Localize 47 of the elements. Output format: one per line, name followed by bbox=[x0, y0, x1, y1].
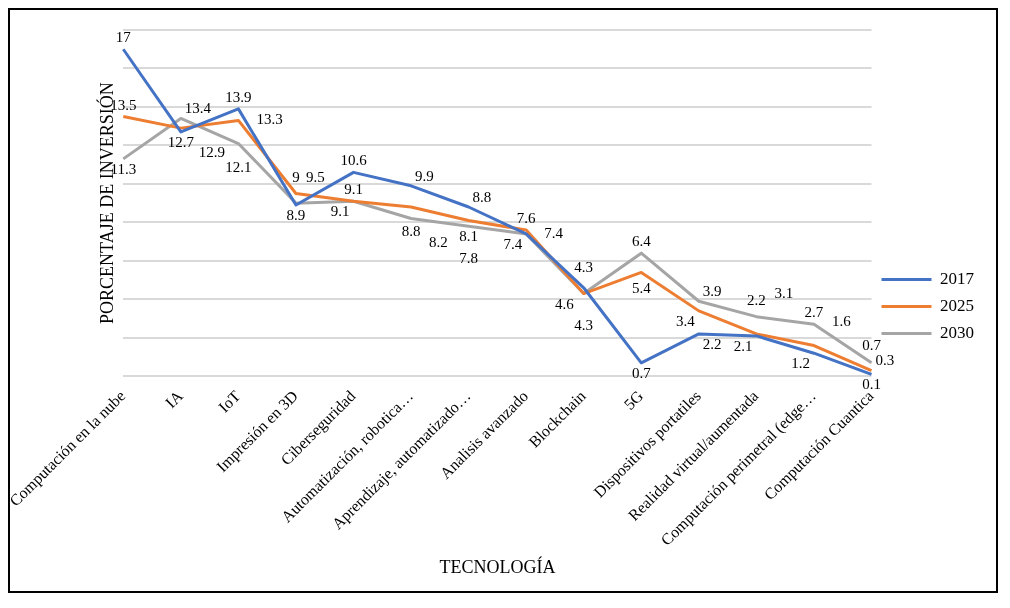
data-label: 9.9 bbox=[415, 167, 434, 184]
data-label: 8.2 bbox=[429, 234, 448, 251]
data-label: 12.1 bbox=[225, 159, 252, 176]
data-label: 8.1 bbox=[459, 228, 478, 245]
x-tick-label: IoT bbox=[215, 386, 244, 416]
x-axis-title: TECNOLOGÍA bbox=[439, 555, 556, 577]
data-label: 13.3 bbox=[256, 111, 283, 128]
data-label: 4.3 bbox=[574, 317, 594, 334]
legend-label: 2025 bbox=[940, 295, 974, 315]
data-label: 9 bbox=[292, 169, 300, 186]
data-label: 0.3 bbox=[875, 352, 895, 369]
data-label: 9.5 bbox=[305, 169, 325, 186]
data-label: 7.8 bbox=[459, 250, 478, 267]
data-label: 2.7 bbox=[804, 304, 824, 321]
data-label: 8.8 bbox=[472, 188, 492, 205]
data-label: 2.1 bbox=[733, 337, 753, 354]
data-label: 17 bbox=[115, 29, 132, 46]
data-label: 2.2 bbox=[747, 291, 766, 308]
data-label: 0.1 bbox=[862, 376, 881, 393]
data-label: 13.9 bbox=[225, 88, 252, 105]
data-label: 2.2 bbox=[702, 335, 722, 352]
data-label: 10.6 bbox=[340, 152, 368, 169]
data-label: 7.4 bbox=[544, 224, 564, 241]
data-label: 9.1 bbox=[344, 181, 363, 198]
data-label: 0.7 bbox=[631, 364, 652, 381]
data-label: 5.4 bbox=[631, 280, 652, 297]
x-tick-label: 5G bbox=[620, 386, 647, 413]
data-label: 1.6 bbox=[831, 313, 852, 330]
data-label: 12.9 bbox=[198, 144, 226, 161]
data-label: 3.1 bbox=[774, 284, 794, 301]
data-label: 4.6 bbox=[554, 295, 575, 312]
data-label: 8.8 bbox=[401, 222, 421, 239]
data-label: 1.2 bbox=[791, 355, 810, 372]
legend-label: 2030 bbox=[940, 322, 974, 342]
legend-label: 2017 bbox=[940, 268, 975, 288]
data-label: 9.1 bbox=[330, 203, 350, 220]
x-tick-label: IA bbox=[161, 386, 187, 412]
data-label: 12.7 bbox=[167, 133, 195, 150]
data-label: 7.6 bbox=[516, 210, 537, 227]
data-label: 4.3 bbox=[574, 259, 594, 276]
data-label: 7.4 bbox=[503, 235, 523, 252]
data-label: 8.9 bbox=[286, 207, 306, 223]
data-label: 3.4 bbox=[676, 312, 696, 329]
data-label: 13.4 bbox=[184, 100, 212, 117]
data-label: 6.4 bbox=[631, 233, 652, 250]
data-label: 0.7 bbox=[862, 336, 882, 353]
data-label: 3.9 bbox=[702, 283, 722, 300]
